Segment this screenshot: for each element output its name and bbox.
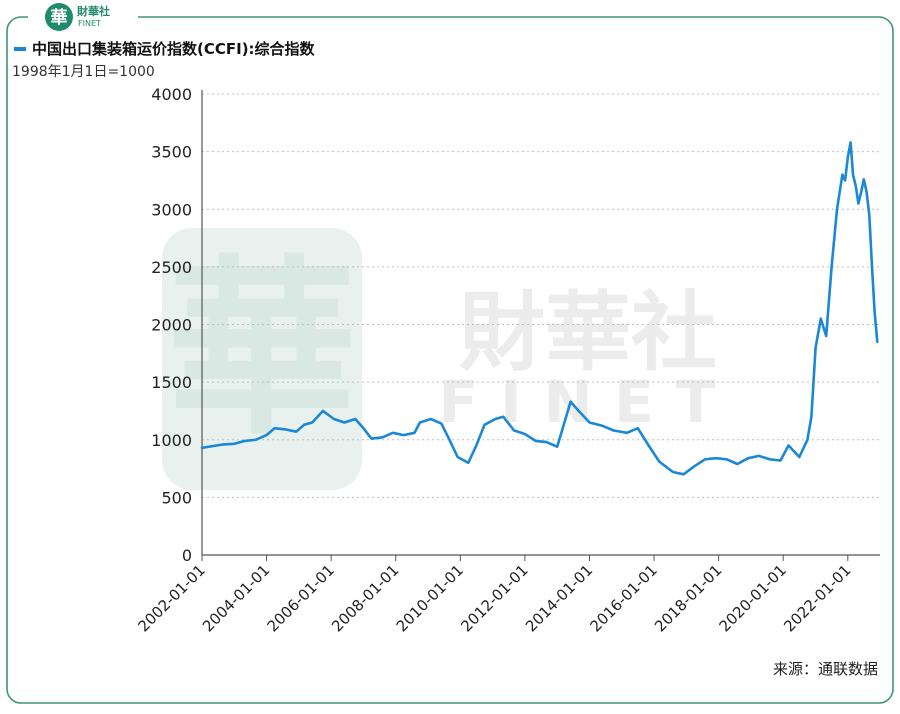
logo-glyph: 華 [51,8,68,28]
x-tick-label: 2008-01-01 [328,561,402,635]
series-line [200,141,879,476]
x-tick-label: 2002-01-01 [134,561,208,635]
y-tick-label: 3000 [151,200,192,219]
y-tick-label: 2500 [151,258,192,277]
watermark-glyph: 華 [167,239,357,460]
x-tick-label: 2020-01-01 [716,561,790,635]
x-tick-label: 2010-01-01 [393,561,467,635]
chart-title: 中国出口集装箱运价指数(CCFI):综合指数 [32,40,315,58]
x-tick-label: 2018-01-01 [651,561,725,635]
x-tick-label: 2004-01-01 [199,561,273,635]
y-tick-label: 4000 [151,85,192,104]
y-tick-label: 0 [182,546,192,565]
logo-en-text: FINET [78,19,101,28]
source-note: 来源：通联数据 [772,660,878,678]
logo-badge-icon [45,3,73,31]
x-tick-label: 2016-01-01 [586,561,660,635]
y-tick-label: 2000 [151,316,192,335]
y-tick-label: 500 [161,488,192,507]
y-tick-label: 1500 [151,373,192,392]
x-tick-label: 2006-01-01 [264,561,338,635]
x-tick-label: 2014-01-01 [522,561,596,635]
y-tick-label: 1000 [151,431,192,450]
y-tick-label: 3500 [151,143,192,162]
x-tick-label: 2022-01-01 [780,561,854,635]
chart-subtitle: 1998年1月1日=1000 [12,64,155,80]
logo-cn-text: 財華社 [76,4,110,18]
watermark-cn: 財華社 [459,283,717,383]
title-legend-marker [14,47,26,51]
x-tick-label: 2012-01-01 [457,561,531,635]
